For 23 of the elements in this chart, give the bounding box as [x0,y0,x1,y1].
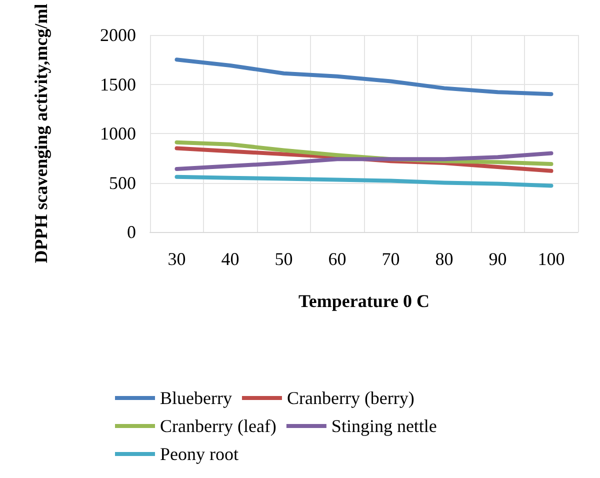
legend-label: Blueberry [160,388,232,408]
x-tick-label: 50 [274,249,293,269]
x-tick-label: 30 [168,249,186,269]
y-axis-title: DPPH scavenging activity,mcg/ml [31,4,51,264]
y-tick-label: 500 [109,172,136,193]
x-tick-label: 60 [328,249,346,269]
y-tick-label: 1000 [100,124,136,144]
line-series [174,174,554,188]
line-series [174,151,554,171]
legend-label: Peony root [160,444,238,464]
line-series [174,58,554,96]
x-tick-label: 40 [221,249,240,269]
x-tick-label: 80 [435,249,454,269]
x-tick-label: 70 [382,249,400,269]
x-tick-label: 90 [488,249,507,269]
y-tick-label: 2000 [100,25,136,45]
y-tick-label: 0 [127,222,136,242]
y-tick-label: 1500 [100,74,136,94]
legend-label: Stinging nettle [331,416,437,436]
legend-label: Cranberry (leaf) [160,416,276,436]
x-tick-label: 100 [538,249,565,269]
x-axis-title: Temperature 0 C [298,291,430,311]
legend-label: Cranberry (berry) [286,388,414,408]
